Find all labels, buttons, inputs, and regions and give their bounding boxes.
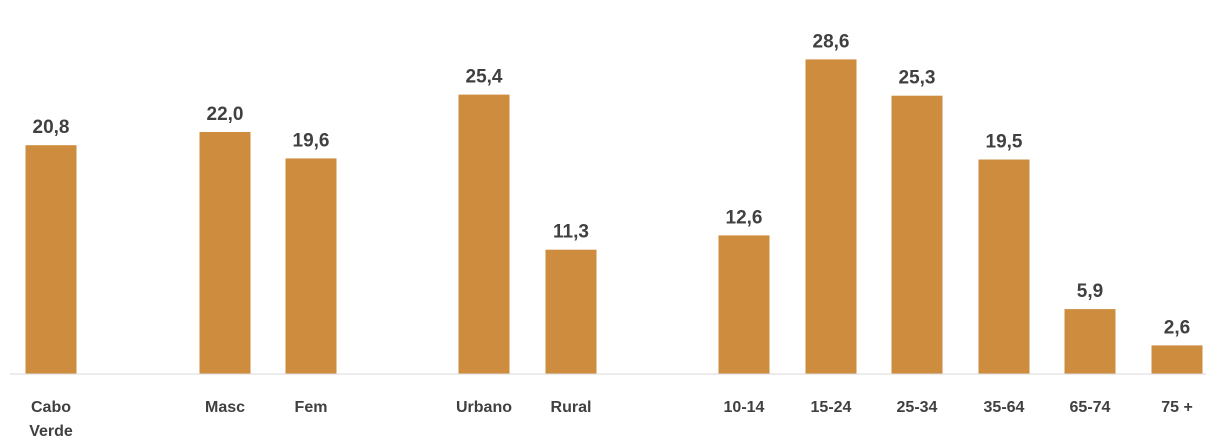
value-label: 28,6: [813, 31, 850, 52]
value-label: 25,3: [899, 68, 936, 89]
category-label: Urbano: [456, 399, 512, 416]
bar-65-74: [1064, 309, 1116, 374]
value-label: 11,3: [553, 222, 589, 243]
category-label: Rural: [551, 399, 592, 416]
bar-75: [1151, 345, 1203, 374]
category-label: Masc: [205, 399, 245, 416]
category-label: 10-14: [724, 399, 765, 416]
value-labels-group: 20,8 22,0 19,6 25,4 11,3 12,6 28,6 25,3 19,5 5,9 2…: [33, 31, 1191, 338]
value-label: 12,6: [726, 207, 763, 228]
bar-masc: [199, 132, 251, 374]
category-label: Cabo: [31, 399, 71, 416]
bar-cabo-verde: [25, 145, 77, 374]
value-label: 22,0: [207, 104, 244, 125]
category-label: 65-74: [1070, 399, 1111, 416]
bars-group: [25, 59, 1203, 375]
value-label: 19,6: [293, 130, 330, 151]
category-label: 25-34: [897, 399, 938, 416]
value-label: 2,6: [1164, 317, 1190, 338]
value-label: 5,9: [1077, 281, 1103, 302]
bar-urbano: [458, 94, 510, 374]
category-label: Verde: [29, 423, 73, 440]
bar-fem: [285, 158, 337, 374]
bar-25-34: [891, 95, 943, 374]
bar-15-24: [805, 59, 857, 375]
bar-35-64: [978, 159, 1030, 374]
category-label: Fem: [295, 399, 328, 416]
category-labels-group: Cabo Verde Masc Fem Urbano Rural 10-14 15-24 25-…: [29, 399, 1193, 440]
category-label: 75 +: [1161, 399, 1193, 416]
value-label: 19,5: [986, 132, 1023, 153]
bar-10-14: [718, 235, 770, 374]
category-label: 15-24: [811, 399, 852, 416]
value-label: 20,8: [33, 117, 70, 138]
bar-rural: [545, 249, 597, 374]
value-label: 25,4: [466, 67, 503, 88]
category-label: 35-64: [984, 399, 1025, 416]
